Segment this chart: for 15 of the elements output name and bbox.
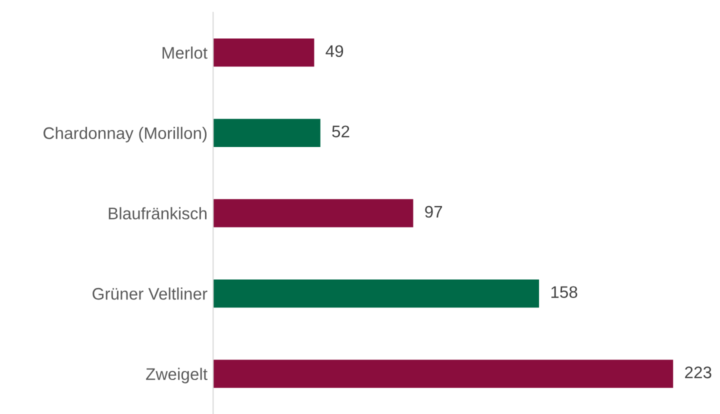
bar — [213, 199, 414, 228]
bar — [213, 38, 314, 67]
data-label: 49 — [326, 45, 344, 58]
y-tick-label: Chardonnay (Morillon) — [44, 126, 207, 142]
data-label: 97 — [425, 206, 442, 218]
y-tick-label: Merlot — [162, 46, 208, 59]
y-tick-label: Zweigelt — [146, 368, 208, 384]
bar — [213, 279, 540, 308]
bar — [213, 360, 674, 388]
data-label: 223 — [685, 366, 712, 378]
data-label: 52 — [332, 126, 350, 138]
y-tick-label: Grüner Veltliner — [92, 287, 208, 300]
y-tick-label: Blaufränkisch — [108, 207, 206, 220]
data-label: 158 — [551, 286, 578, 298]
bar — [213, 118, 320, 147]
